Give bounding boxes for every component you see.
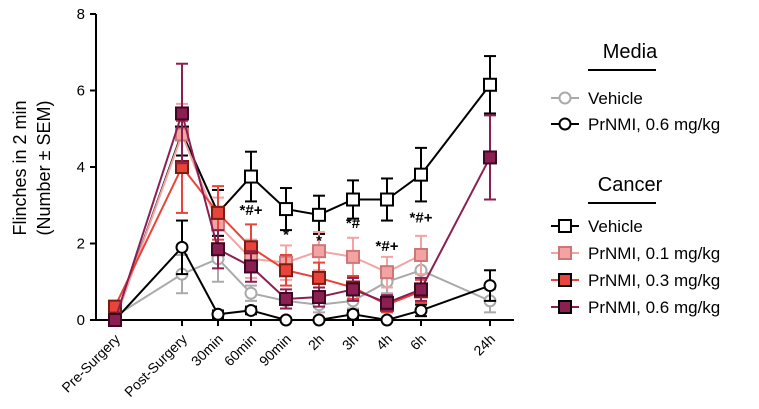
x-tick-label: 30min xyxy=(188,331,226,369)
data-point xyxy=(244,303,258,317)
legend-label: PrNMI, 0.6 mg/kg xyxy=(588,115,720,134)
y-tick-label: 8 xyxy=(77,6,85,23)
data-point xyxy=(414,167,428,182)
series-line xyxy=(114,257,491,318)
x-tick-label: 6h xyxy=(407,331,429,353)
data-point xyxy=(279,291,293,306)
legend-group-title: Media xyxy=(603,41,658,63)
legend-swatch-marker xyxy=(558,91,572,105)
legend-swatch-marker xyxy=(558,273,572,287)
series-line xyxy=(114,84,491,321)
series-line xyxy=(114,165,422,308)
data-point xyxy=(483,77,497,92)
legend: Media Vehicle PrNMI, 0.6 mg/kg Cancer Vehicl… xyxy=(551,41,720,317)
data-point xyxy=(279,313,293,327)
significance-annotation: *#+ xyxy=(410,209,433,226)
legend-swatch-marker xyxy=(558,300,572,314)
significance-annotation: *# xyxy=(346,215,361,232)
y-tick-label: 0 xyxy=(77,312,85,329)
legend-label: PrNMI, 0.1 mg/kg xyxy=(588,244,720,263)
series-3 xyxy=(108,102,428,327)
data-point xyxy=(312,313,326,327)
data-point xyxy=(483,150,497,165)
data-point xyxy=(346,249,360,264)
data-point xyxy=(312,244,326,259)
data-point xyxy=(312,270,326,285)
series-1 xyxy=(108,219,497,327)
y-axis-label-line1: Flinches in 2 min xyxy=(10,100,30,235)
data-point xyxy=(380,313,394,327)
data-point xyxy=(312,207,326,222)
series-layer xyxy=(108,55,497,327)
legend-group-title: Cancer xyxy=(598,174,663,196)
data-point xyxy=(414,303,428,317)
data-point xyxy=(312,290,326,305)
significance-annotation: *#+ xyxy=(376,238,399,255)
series-line xyxy=(114,131,422,321)
data-point xyxy=(414,282,428,297)
data-point xyxy=(211,205,225,220)
y-axis-label-line2: (Number ± SEM) xyxy=(34,101,54,236)
series-line xyxy=(114,245,491,322)
data-point xyxy=(414,247,428,262)
significance-annotation: * xyxy=(316,232,322,249)
data-point xyxy=(175,240,189,254)
x-tick-label: 24h xyxy=(470,331,498,359)
annotations: *#+ * * *# *#+ *#+ xyxy=(240,202,433,255)
data-point xyxy=(483,279,497,293)
y-tick-label: 6 xyxy=(77,83,85,100)
series-4 xyxy=(108,120,428,314)
x-tick-label: 60min xyxy=(221,331,259,369)
data-point xyxy=(346,192,360,207)
legend-label: Vehicle xyxy=(588,217,643,236)
data-point xyxy=(175,106,189,121)
data-point xyxy=(108,313,122,327)
legend-swatch-marker xyxy=(558,117,572,131)
data-point xyxy=(279,263,293,278)
series-line xyxy=(114,109,491,321)
data-point xyxy=(279,202,293,217)
legend-label: PrNMI, 0.3 mg/kg xyxy=(588,271,720,290)
series-5 xyxy=(108,62,497,327)
data-point xyxy=(211,242,225,257)
significance-annotation: * xyxy=(283,227,289,244)
data-point xyxy=(244,286,258,300)
legend-label: Vehicle xyxy=(588,89,643,108)
data-point xyxy=(244,169,258,184)
data-point xyxy=(211,307,225,321)
data-point xyxy=(380,265,394,280)
series-2 xyxy=(108,55,497,327)
significance-annotation: *#+ xyxy=(240,202,263,219)
x-tick-label: Post-Surgery xyxy=(121,331,190,400)
y-tick-label: 2 xyxy=(77,236,85,253)
x-tick-label: 4h xyxy=(373,331,395,353)
legend-swatch-marker xyxy=(558,219,572,233)
y-tick-label: 4 xyxy=(77,159,85,176)
data-point xyxy=(346,307,360,321)
data-point xyxy=(244,259,258,274)
data-point xyxy=(380,192,394,207)
legend-label: PrNMI, 0.6 mg/kg xyxy=(588,298,720,317)
x-tick-label: 90min xyxy=(256,331,294,369)
x-tick-label: 3h xyxy=(339,331,361,353)
data-point xyxy=(380,295,394,310)
series-0 xyxy=(108,234,497,323)
data-point xyxy=(346,282,360,297)
legend-swatch-marker xyxy=(558,246,572,260)
x-tick-label: Pre-Surgery xyxy=(58,331,123,396)
x-tick-label: 2h xyxy=(305,331,327,353)
